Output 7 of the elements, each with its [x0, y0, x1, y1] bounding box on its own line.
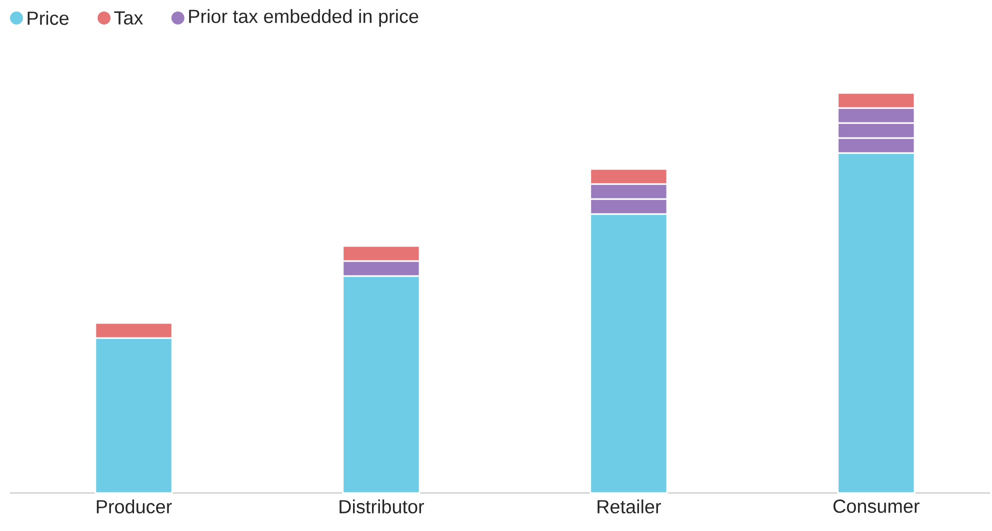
legend-label: Prior tax embedded in price [189, 9, 418, 27]
x-tick-label: Producer [96, 499, 172, 514]
x-tick-label: Distributor [340, 499, 424, 514]
legend-label: Price [28, 11, 68, 25]
legend-label: Tax [114, 11, 143, 25]
x-tick-label: Retailer [598, 499, 661, 514]
x-tick-label: Consumer [833, 499, 920, 513]
